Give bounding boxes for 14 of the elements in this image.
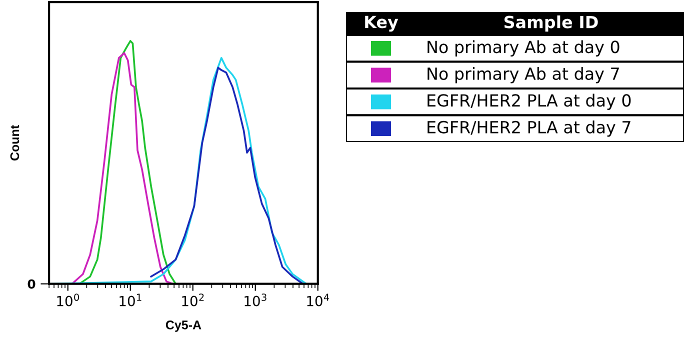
- x-axis-title: Cy5-A: [166, 320, 202, 332]
- x-tick-label: 10$^{2}$: [182, 294, 204, 306]
- x-tick-label: 10$^{0}$: [57, 294, 79, 306]
- legend-label: No primary Ab at day 7: [428, 67, 619, 84]
- legend-label: No primary Ab at day 0: [428, 40, 620, 56]
- y-axis-title: Count: [10, 125, 20, 160]
- legend-title: Sample ID: [504, 15, 598, 32]
- x-tick-label: 10$^{3}$: [244, 294, 266, 306]
- text: 0: [28, 279, 36, 289]
- legend-label: EGFR/HER2 PLA at day 0: [428, 94, 631, 110]
- legend-label: EGFR/HER2 PLA at day 7: [428, 120, 630, 137]
- x-tick-label: 10$^{1}$: [120, 294, 142, 306]
- x-tick-label: 10$^{4}$: [307, 294, 330, 306]
- text: Key: [365, 16, 398, 32]
